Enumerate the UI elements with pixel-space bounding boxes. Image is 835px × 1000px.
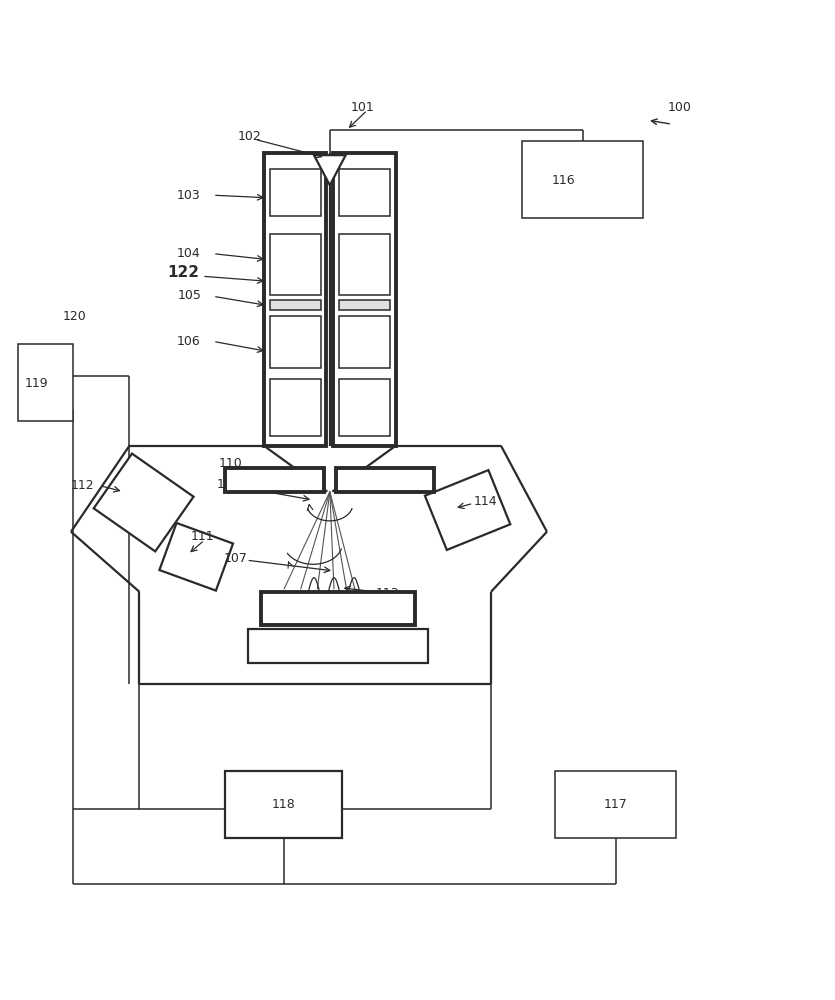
Bar	[339, 316, 390, 368]
Text: 112: 112	[71, 479, 94, 492]
Polygon shape	[314, 155, 346, 185]
Text: 109: 109	[217, 478, 240, 491]
Bar	[270, 169, 321, 216]
Bar	[18, 344, 73, 421]
Bar	[249, 629, 428, 663]
Bar	[225, 468, 324, 492]
Text: 113: 113	[376, 587, 399, 600]
Text: 102: 102	[238, 130, 261, 143]
Bar	[225, 771, 342, 838]
Polygon shape	[94, 454, 194, 551]
Polygon shape	[159, 523, 233, 591]
Text: 100: 100	[668, 101, 692, 114]
Text: 106: 106	[177, 335, 200, 348]
Bar	[270, 234, 321, 295]
Text: 116: 116	[552, 174, 575, 187]
Bar	[339, 234, 390, 295]
Text: 122: 122	[167, 265, 199, 280]
Text: 111: 111	[190, 530, 214, 543]
Bar	[555, 771, 676, 838]
Bar	[339, 379, 390, 436]
Text: 108: 108	[281, 602, 304, 615]
Text: 105: 105	[178, 289, 202, 302]
Bar	[339, 300, 390, 310]
Text: 104: 104	[177, 247, 200, 260]
Text: 110: 110	[219, 457, 242, 470]
Polygon shape	[425, 470, 510, 550]
Bar	[270, 379, 321, 436]
Bar	[261, 592, 416, 625]
Bar	[336, 468, 434, 492]
Text: 107: 107	[224, 552, 248, 565]
Text: 103: 103	[177, 189, 200, 202]
Text: 115: 115	[291, 640, 314, 653]
Text: 101: 101	[351, 101, 374, 114]
Text: 118: 118	[272, 798, 296, 811]
Bar	[270, 300, 321, 310]
Bar	[270, 316, 321, 368]
Bar	[333, 153, 396, 446]
Text: 120: 120	[63, 310, 86, 323]
Text: 117: 117	[604, 798, 627, 811]
Text: 114: 114	[473, 495, 497, 508]
Bar	[522, 141, 643, 218]
Bar	[264, 153, 326, 446]
Bar	[339, 169, 390, 216]
Text: 119: 119	[25, 377, 48, 390]
